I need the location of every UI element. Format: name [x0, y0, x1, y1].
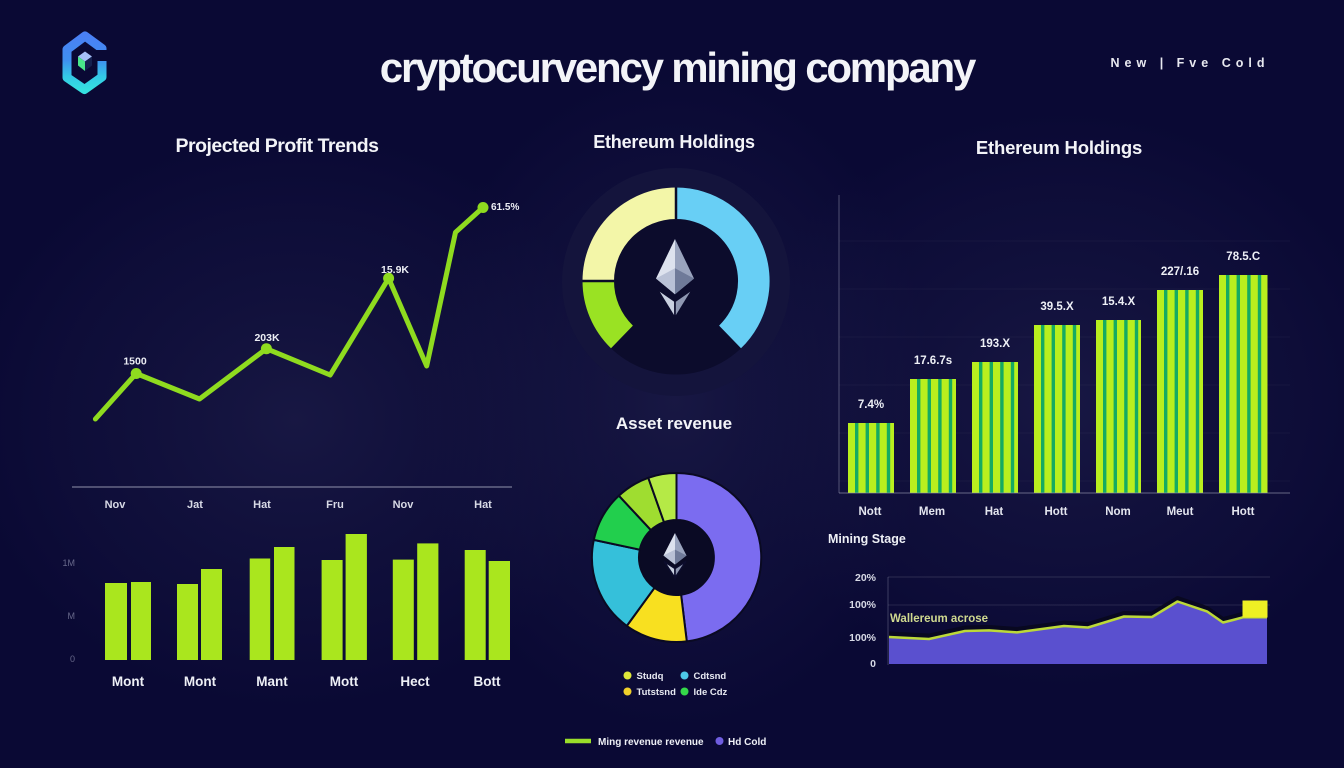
svg-text:cryptocurvency mining company: cryptocurvency mining company: [380, 44, 977, 91]
svg-text:Jat: Jat: [187, 499, 203, 511]
svg-text:193.X: 193.X: [980, 338, 1010, 350]
svg-text:New | Fve Cold: New | Fve Cold: [1111, 56, 1270, 70]
svg-text:Hat: Hat: [985, 506, 1004, 518]
svg-text:0: 0: [70, 654, 75, 664]
svg-text:Mont: Mont: [184, 674, 217, 689]
svg-text:Nom: Nom: [1105, 506, 1131, 518]
svg-text:100%: 100%: [849, 632, 877, 644]
svg-text:203K: 203K: [254, 332, 280, 344]
svg-text:15.9K: 15.9K: [381, 264, 409, 276]
svg-text:Mant: Mant: [256, 674, 288, 689]
svg-text:Hd Cold: Hd Cold: [728, 737, 766, 748]
svg-text:Mont: Mont: [112, 674, 145, 689]
svg-text:0: 0: [870, 658, 876, 670]
svg-text:Hat: Hat: [474, 499, 492, 511]
svg-text:Ethereum Holdings: Ethereum Holdings: [593, 132, 755, 152]
svg-text:M: M: [68, 611, 76, 621]
svg-text:Nov: Nov: [393, 499, 415, 511]
svg-text:Bott: Bott: [474, 674, 501, 689]
svg-text:Fru: Fru: [326, 499, 344, 511]
svg-text:Wallereum acrose: Wallereum acrose: [890, 613, 988, 625]
svg-text:Hott: Hott: [1045, 506, 1068, 518]
svg-text:1500: 1500: [123, 356, 147, 368]
svg-text:Meut: Meut: [1167, 506, 1194, 518]
svg-text:20%: 20%: [855, 572, 877, 584]
svg-text:Asset revenue: Asset revenue: [616, 414, 732, 433]
svg-text:Projected Profit Trends: Projected Profit Trends: [175, 135, 379, 157]
svg-text:Cdtsnd: Cdtsnd: [694, 671, 727, 682]
svg-text:Mott: Mott: [330, 674, 359, 689]
svg-text:Studq: Studq: [637, 671, 664, 682]
svg-text:Hott: Hott: [1232, 506, 1255, 518]
svg-text:Ide Cdz: Ide Cdz: [694, 687, 728, 698]
svg-text:Nott: Nott: [859, 506, 882, 518]
svg-text:Ming revenue revenue: Ming revenue revenue: [598, 737, 704, 748]
svg-text:227/.16: 227/.16: [1161, 266, 1199, 278]
svg-text:15.4.X: 15.4.X: [1102, 296, 1136, 308]
svg-text:Hect: Hect: [400, 674, 430, 689]
svg-text:100%: 100%: [849, 599, 877, 611]
svg-text:39.5.X: 39.5.X: [1040, 301, 1074, 313]
svg-text:78.5.C: 78.5.C: [1226, 251, 1260, 263]
svg-text:Tutstsnd: Tutstsnd: [637, 687, 677, 698]
svg-text:Mining Stage: Mining Stage: [828, 532, 906, 546]
svg-text:Mem: Mem: [919, 506, 945, 518]
svg-text:61.5%: 61.5%: [491, 202, 519, 213]
svg-text:Nov: Nov: [105, 499, 127, 511]
svg-text:7.4%: 7.4%: [858, 399, 884, 411]
svg-text:17.6.7s: 17.6.7s: [914, 355, 952, 367]
svg-text:1M: 1M: [62, 558, 75, 568]
svg-text:Ethereum Holdings: Ethereum Holdings: [976, 137, 1142, 158]
svg-text:Hat: Hat: [253, 499, 271, 511]
